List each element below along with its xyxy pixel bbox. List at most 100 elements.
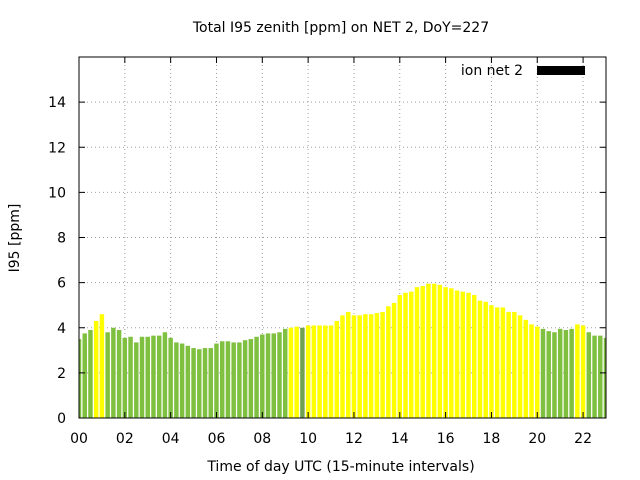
bar [248, 339, 254, 418]
legend-label: ion net 2 [461, 63, 523, 79]
bar [380, 311, 385, 418]
bar [260, 334, 265, 418]
bar [523, 319, 529, 418]
bar [151, 335, 156, 418]
bar [472, 295, 477, 418]
y-axis-label: I95 [ppm] [7, 204, 23, 273]
legend: ion net 2 [461, 63, 585, 79]
bar [156, 335, 162, 418]
bar [592, 335, 597, 418]
bar [351, 315, 357, 418]
bar [557, 328, 563, 418]
y-tick-label: 8 [57, 231, 66, 247]
bar [512, 311, 517, 418]
y-tick-label: 6 [57, 276, 66, 292]
bar [546, 331, 551, 418]
bar [311, 325, 317, 418]
y-tick-label: 10 [48, 185, 66, 201]
bar [403, 292, 408, 418]
bar [414, 287, 420, 418]
chart-title: Total I95 zenith [ppm] on NET 2, DoY=227 [192, 20, 489, 36]
bar [368, 314, 374, 418]
bar [500, 307, 506, 418]
bar [179, 343, 185, 418]
bar [122, 337, 128, 418]
bar [185, 345, 191, 418]
bar [174, 342, 179, 418]
bar [569, 328, 574, 418]
bar [409, 291, 414, 418]
y-tick-label: 14 [48, 95, 66, 111]
bar [237, 342, 242, 418]
bar [489, 305, 494, 418]
bar [294, 326, 299, 418]
bar [191, 348, 196, 418]
bar [494, 307, 500, 418]
bar [477, 300, 483, 418]
bar [580, 325, 586, 418]
bar [208, 348, 213, 418]
bar [242, 340, 248, 418]
x-tick-label: 14 [391, 431, 409, 447]
bar [426, 283, 431, 418]
bar [168, 337, 173, 418]
bar [552, 332, 557, 418]
bar [575, 324, 580, 418]
bar [282, 328, 288, 418]
bar [93, 320, 99, 418]
bar [540, 328, 546, 418]
bar [443, 287, 448, 418]
y-tick-labels: 0 2 4 6 8 10 12 14 [48, 95, 66, 427]
bar [265, 333, 271, 418]
y-tick-label: 0 [57, 411, 66, 427]
bar [603, 337, 606, 418]
bar [197, 349, 202, 418]
bar [219, 341, 225, 418]
x-tick-label: 12 [345, 431, 363, 447]
x-tick-label: 20 [528, 431, 546, 447]
x-tick-label: 04 [162, 431, 180, 447]
bar [483, 301, 488, 418]
bar [300, 327, 305, 418]
bar [111, 327, 116, 418]
bar [598, 335, 603, 418]
bar [431, 283, 437, 418]
x-tick-label: 02 [116, 431, 134, 447]
bar [506, 311, 511, 418]
bar [128, 336, 133, 418]
bar [231, 342, 236, 418]
bar [162, 332, 168, 418]
bar [202, 348, 208, 418]
bar [99, 314, 105, 418]
bar [214, 343, 219, 418]
legend-swatch [537, 66, 585, 75]
bar [363, 314, 368, 418]
bar [317, 325, 322, 418]
y-tick-label: 4 [57, 321, 66, 337]
bar [529, 324, 534, 418]
bar [374, 313, 380, 418]
bar [420, 286, 425, 418]
x-tick-label: 08 [253, 431, 271, 447]
bar [134, 342, 139, 418]
x-tick-labels: 00 02 04 06 08 10 12 14 16 18 20 22 [70, 431, 592, 447]
bar [334, 320, 340, 418]
x-axis-label: Time of day UTC (15-minute intervals) [206, 459, 474, 475]
x-tick-label: 10 [299, 431, 317, 447]
bar [288, 327, 294, 418]
bar [323, 325, 328, 418]
ticks [78, 57, 606, 419]
bar [79, 339, 82, 418]
bar [305, 325, 311, 418]
bar [454, 290, 460, 418]
bar [586, 332, 592, 418]
bar [105, 332, 110, 418]
bar [340, 315, 345, 418]
bar [460, 291, 466, 418]
x-tick-label: 22 [574, 431, 592, 447]
bar [277, 332, 282, 418]
bar [437, 284, 443, 418]
bar [82, 333, 87, 418]
bar [386, 306, 391, 418]
